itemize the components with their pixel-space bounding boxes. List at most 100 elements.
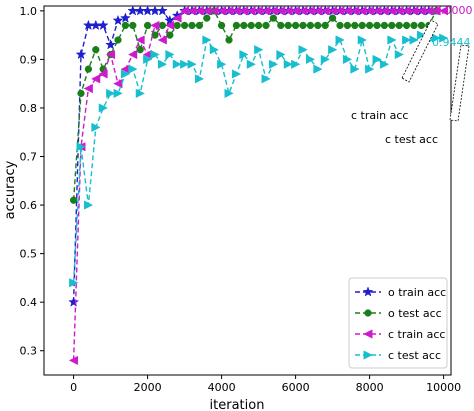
c-test-acc-point [409, 35, 419, 45]
c-train-acc-point [98, 69, 108, 79]
o-test-acc-point [217, 21, 226, 30]
c-train-acc-point [172, 13, 182, 23]
o-test-acc-line [72, 9, 437, 201]
o-test-acc-point [417, 21, 426, 30]
c-test-acc-point [120, 69, 131, 79]
c-test-acc-point [224, 88, 234, 98]
c-train-acc-point [438, 6, 449, 16]
o-test-acc-point [410, 21, 418, 30]
o-test-acc-point [291, 21, 300, 30]
o-test-acc-point [388, 21, 396, 30]
o-test-acc-point [240, 21, 248, 30]
c-test-acc-point [372, 54, 382, 65]
c-test-acc-point [379, 59, 390, 69]
c-test-acc-point [320, 54, 330, 65]
o-train-acc-point [142, 5, 154, 16]
o-test-acc-point [166, 31, 174, 39]
o-test-acc-point [380, 21, 389, 30]
c-test-acc-point [157, 59, 168, 69]
x-axis-ticks: 0 2000 4000 6000 8000 10000 [70, 375, 461, 394]
c-test-acc-point [342, 54, 353, 65]
c-test-acc-point [231, 69, 242, 79]
series-layer [68, 5, 449, 366]
o-test-acc-point [395, 21, 403, 30]
o-test-acc-point [195, 21, 204, 30]
c-test-acc-point [194, 74, 205, 84]
o-test-acc-point [277, 21, 285, 30]
legend-entry-c-train-acc: c train acc [355, 328, 445, 341]
o-train-acc-point [112, 14, 124, 26]
c-test-acc-point [335, 35, 345, 45]
y-tick-label: 0.6 [20, 199, 38, 212]
o-train-acc-point [68, 296, 80, 307]
o-test-acc-point [173, 21, 181, 30]
c-train-acc-point [165, 20, 175, 31]
c-test-acc-point [254, 45, 264, 55]
o-train-acc-point [90, 19, 102, 31]
legend: o train acc o test acc c train acc c test a… [348, 277, 448, 369]
c-test-acc-point [165, 49, 175, 60]
c-test-acc-point [431, 33, 441, 43]
o-train-acc-line [72, 10, 437, 303]
c-test-acc-point [83, 200, 94, 210]
x-tick-label: 2000 [134, 381, 162, 394]
x-tick-label: 10000 [426, 381, 461, 394]
x-axis-label: iteration [210, 398, 265, 411]
o-test-acc-point [328, 14, 337, 22]
legend-marker [363, 350, 373, 360]
o-test-acc-point [365, 21, 374, 30]
o-test-acc-point [321, 21, 329, 30]
legend-label: o train acc [388, 286, 446, 299]
o-test-acc-point [143, 21, 152, 30]
legend-marker [363, 329, 373, 339]
c-test-acc-point [128, 64, 138, 74]
o-train-acc-point [97, 19, 109, 31]
o-test-acc-point [314, 21, 322, 30]
y-tick-label: 0.4 [20, 296, 38, 309]
c-test-acc-point [298, 45, 308, 55]
c-test-acc-point [150, 49, 160, 60]
o-test-acc-point [284, 21, 292, 30]
c-test-acc-point [268, 59, 279, 69]
o-test-acc-point [232, 21, 241, 30]
o-test-acc-point [77, 89, 85, 98]
o-test-acc-point [188, 21, 196, 30]
o-test-acc-point [180, 21, 189, 30]
c-test-acc-point [283, 59, 293, 69]
c-test-acc-point [106, 88, 116, 98]
y-tick-label: 0.7 [20, 151, 38, 164]
c-test-acc-point [239, 49, 249, 60]
y-tick-label: 0.5 [20, 248, 38, 261]
c-test-acc-point [69, 278, 79, 288]
o-train-acc-point [134, 5, 146, 16]
c-test-acc-point [143, 54, 153, 65]
c-test-acc-point [91, 122, 101, 132]
c-test-acc-point [439, 33, 449, 43]
y-tick-label: 0.8 [20, 102, 38, 115]
c-test-acc-point [217, 59, 227, 69]
legend-label: o test acc [388, 307, 442, 320]
c-test-acc-point [416, 30, 427, 40]
legend-marker [364, 309, 372, 317]
c-train-acc-point [91, 74, 101, 84]
o-test-acc-point [343, 21, 352, 30]
c-test-acc-point [135, 88, 145, 98]
o-test-acc-point [373, 21, 381, 30]
c-test-acc-point [387, 35, 397, 45]
y-axis-label: accuracy [3, 160, 18, 219]
c-train-acc-value-label: 1.0000 [434, 4, 473, 17]
c-train-acc-callout-label: c train acc [351, 109, 408, 122]
o-train-acc-point [164, 14, 176, 26]
o-test-acc-point [84, 65, 93, 73]
o-train-acc-point [105, 39, 117, 50]
c-train-acc-point [128, 49, 138, 60]
c-test-acc-point [187, 59, 197, 69]
legend-marker [362, 286, 374, 297]
c-test-acc-point [350, 64, 360, 74]
c-test-acc-point [291, 59, 301, 69]
o-test-acc-point [129, 21, 137, 30]
c-test-acc-value-label: 0.9444 [432, 36, 471, 49]
annotation-layer: 1.0000 0.9444 c train acc c test acc [351, 4, 473, 146]
y-axis-ticks: 0.3 0.4 0.5 0.6 0.7 0.8 0.9 1.0 [20, 5, 44, 358]
c-test-acc-point [172, 59, 182, 69]
